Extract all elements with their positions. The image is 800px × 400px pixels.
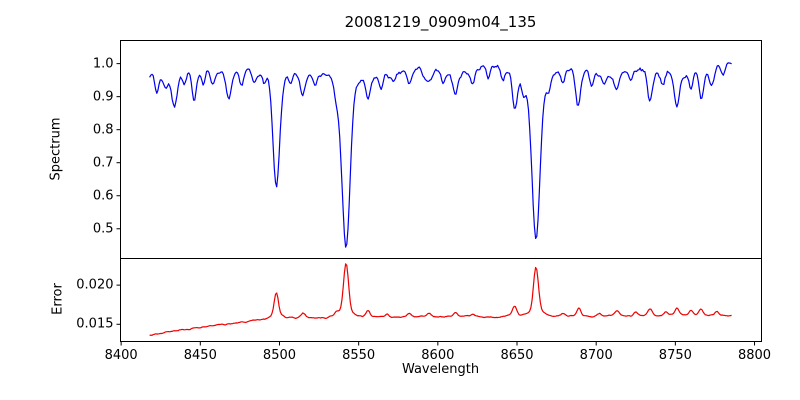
x-tick-label: 8650 — [500, 347, 534, 363]
plot-curves — [149, 62, 732, 336]
error-line — [149, 263, 732, 336]
x-tick-label: 8750 — [658, 347, 692, 363]
x-tick-label: 8500 — [262, 347, 297, 363]
chart-title: 20081219_0909m04_135 — [344, 13, 537, 31]
x-tick-label: 8800 — [737, 347, 772, 363]
y-tick-label: 0.5 — [92, 221, 114, 237]
axes-frames — [120, 40, 762, 342]
x-axis-label: Wavelength — [401, 362, 480, 377]
x-tick-label: 8550 — [342, 347, 376, 363]
x-tick-label: 8450 — [183, 347, 217, 363]
y-tick-label: 0.9 — [92, 89, 114, 105]
y-tick-label: 0.7 — [92, 155, 114, 171]
spectrum-line — [149, 62, 732, 248]
y-axis-label-spectrum: Spectrum — [48, 117, 64, 181]
y-tick-label: 0.6 — [92, 188, 114, 204]
y-tick-label: 0.8 — [92, 122, 114, 138]
axis-ticks — [116, 63, 756, 346]
y-tick-label: 1.0 — [92, 56, 114, 72]
y-axis-label-error: Error — [50, 283, 66, 315]
x-tick-label: 8600 — [421, 347, 455, 363]
y-tick-label: 0.015 — [76, 316, 114, 332]
x-tick-label: 8400 — [104, 347, 138, 363]
y-tick-label: 0.020 — [76, 277, 114, 293]
axes-frame-spectrum — [120, 40, 762, 259]
axes-frame-error — [120, 258, 762, 342]
x-tick-label: 8700 — [579, 347, 613, 363]
